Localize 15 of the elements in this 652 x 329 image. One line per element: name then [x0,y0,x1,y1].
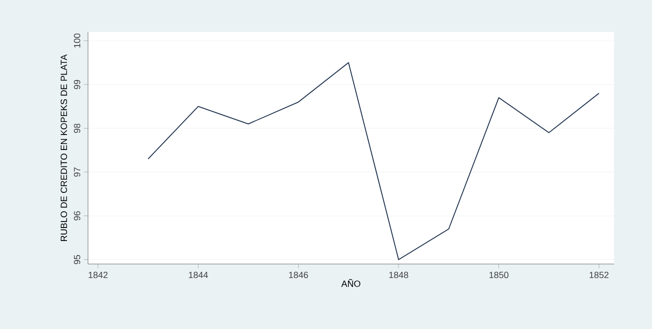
x-tick-label: 1850 [490,272,508,278]
x-axis-title: AÑO [341,278,360,287]
y-tick-label: 100 [74,34,80,48]
line-series [148,62,600,260]
y-tick-label: 99 [74,80,80,90]
x-tick-label: 1842 [88,272,108,278]
x-tick-label: 1844 [188,272,208,278]
y-tick-label: 96 [74,211,80,220]
y-tick-label: 95 [74,255,80,264]
y-axis-title: RUBLO DE CREDITO EN KOPEKS DE PLATA [60,54,68,241]
x-tick-label: 1848 [389,272,408,278]
y-tick-label: 97 [74,168,80,177]
x-tick-label: 1852 [590,272,608,278]
x-tick-label: 1846 [289,272,308,278]
y-tick-label: 98 [74,124,80,133]
